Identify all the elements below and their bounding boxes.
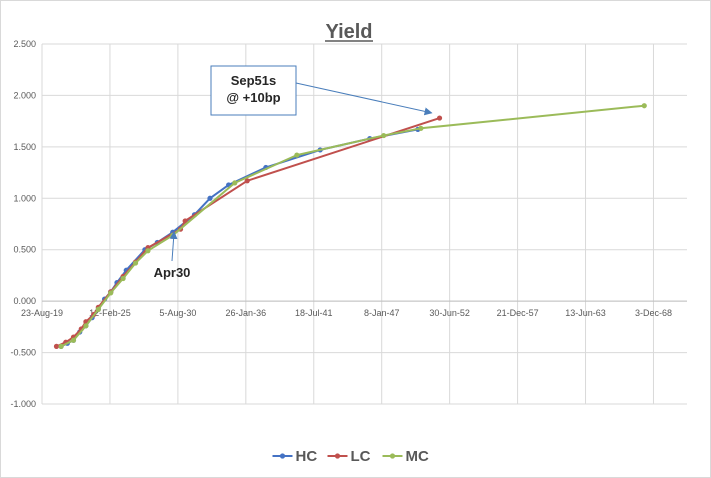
annotation-sep51s-text: Sep51s [231,73,277,88]
y-tick-label: 2.000 [13,90,36,100]
legend-label-lc: LC [351,448,371,465]
x-tick-label: 12-Feb-25 [89,308,131,318]
y-tick-label: 1.500 [13,142,36,152]
data-point-mc [132,260,139,266]
data-point-mc [145,248,151,254]
data-point-mc [95,306,101,312]
legend-marker-lc [334,453,341,459]
annotations: Sep51s @ +10bp Apr30 [154,65,433,280]
data-point-mc [232,180,238,186]
data-point-mc [418,125,424,131]
data-point-lc [244,178,250,184]
x-tick-label: 8-Jan-47 [364,308,400,318]
x-tick-label: 30-Jun-52 [429,308,470,318]
y-tick-label: 1.000 [13,193,36,203]
data-point-lc [436,115,443,121]
legend: HC LC MC [272,448,429,465]
x-tick-label: 3-Dec-68 [635,308,672,318]
series-line-mc [60,104,645,348]
data-point-mc [381,132,387,139]
data-point-lc [53,343,60,349]
legend-entry-mc: MC [382,448,429,465]
x-tick-label: 23-Aug-19 [21,308,63,318]
gridlines [41,43,687,405]
data-point-hc [207,195,213,201]
data-point-mc [641,103,647,109]
legend-marker-mc [389,453,396,459]
y-tick-label: -1.000 [10,399,36,409]
data-point-lc [182,218,188,224]
data-point-mc [120,275,126,282]
legend-label-hc: HC [296,448,318,465]
y-tick-label: 2.500 [13,39,36,49]
data-point-mc [294,152,300,158]
x-tick-label: 18-Jul-41 [295,308,333,318]
x-tick-label: 5-Aug-30 [159,308,196,318]
legend-entry-lc: LC [327,448,371,465]
annotation-sep51s-text: @ +10bp [226,90,280,105]
legend-label-mc: MC [406,448,429,465]
chart-title: Yield [325,21,372,43]
data-point-mc [83,323,89,329]
callout-box-sep51s [210,65,297,116]
data-point-mc [108,290,114,296]
data-point-mc [70,337,77,343]
data-point-mc [170,232,176,238]
axes: -1.000 -0.500 0.000 0.500 1.000 1.500 2.000 2.5… [10,39,687,409]
annotation-arrow-sep51s [295,82,433,116]
x-tick-label: 21-Dec-57 [497,308,539,318]
x-tick-label: 26-Jan-36 [226,308,267,318]
y-tick-label: 0.000 [13,296,36,306]
legend-entry-hc: HC [272,448,318,465]
legend-marker-hc [279,453,286,459]
annotation-apr30-text: Apr30 [154,265,191,280]
x-tick-label: 13-Jun-63 [565,308,606,318]
y-tick-label: -0.500 [10,348,36,358]
data-point-mc [58,343,64,349]
annotation-arrow-apr30 [169,231,178,262]
y-tick-label: 0.500 [13,245,36,255]
